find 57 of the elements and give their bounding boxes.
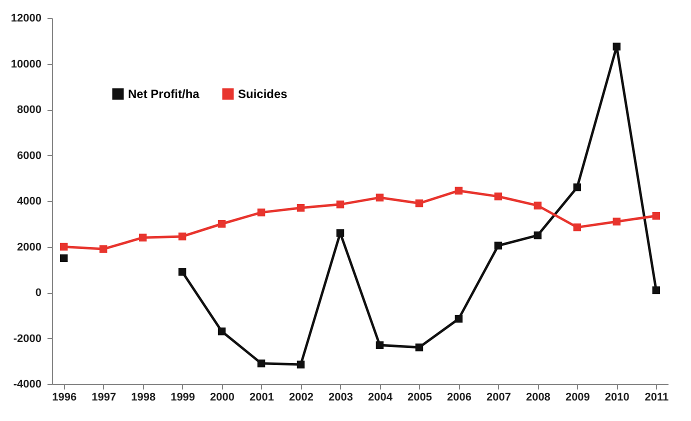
y-tick-label: 2000 [17,241,42,254]
point [534,231,542,240]
point [60,254,68,262]
x-tick-label: 2010 [604,392,630,404]
x-tick-label: 2005 [407,392,432,404]
x-tick-label: 2004 [368,392,394,404]
x-tick-label: 1997 [92,392,116,404]
point [454,186,463,195]
y-tick-label: 0 [35,287,42,299]
point [573,223,582,232]
y-tick-label: 10000 [10,58,42,70]
point [376,341,384,349]
x-tick-label: 2006 [446,392,472,404]
legend-label: Suicides [238,87,288,101]
point [336,229,344,237]
x-tick-label: 2002 [289,392,314,404]
x-tick-label: 2011 [644,392,669,404]
point [257,360,266,368]
point [178,268,186,276]
point [612,42,621,50]
point [454,314,463,323]
point [296,204,305,212]
point [99,245,108,253]
x-tick-label: 1999 [170,392,196,404]
point [494,192,502,200]
y-tick-label: 8000 [17,104,42,116]
y-tick-label: 12000 [10,12,42,24]
y-tick-label: 6000 [17,150,42,162]
x-tick-label: 2000 [210,392,235,404]
point [60,242,68,251]
point [415,199,424,208]
legend-label: Net Profit/ha [128,87,200,101]
point [218,328,226,336]
point [296,360,305,368]
point [415,344,424,352]
point [534,202,542,210]
point [257,208,266,216]
x-tick-label: 2003 [328,392,353,404]
point [376,194,384,202]
x-tick-label: 1996 [52,392,77,404]
y-tick-label: -4000 [13,378,42,390]
x-tick-label: 2007 [486,392,511,404]
x-tick-label: 2001 [250,392,274,404]
y-tick-label: 4000 [17,196,42,208]
point [494,242,502,250]
x-tick-label: 2008 [526,392,550,404]
point [218,220,226,228]
x-tick-label: 1998 [131,392,156,404]
point [652,286,660,294]
point [652,212,660,220]
y-tick-label: -2000 [13,332,42,345]
point [336,200,344,208]
point [138,234,147,242]
point [178,232,186,240]
x-tick-label: 2009 [565,392,590,404]
point [573,183,582,192]
point [612,218,621,226]
